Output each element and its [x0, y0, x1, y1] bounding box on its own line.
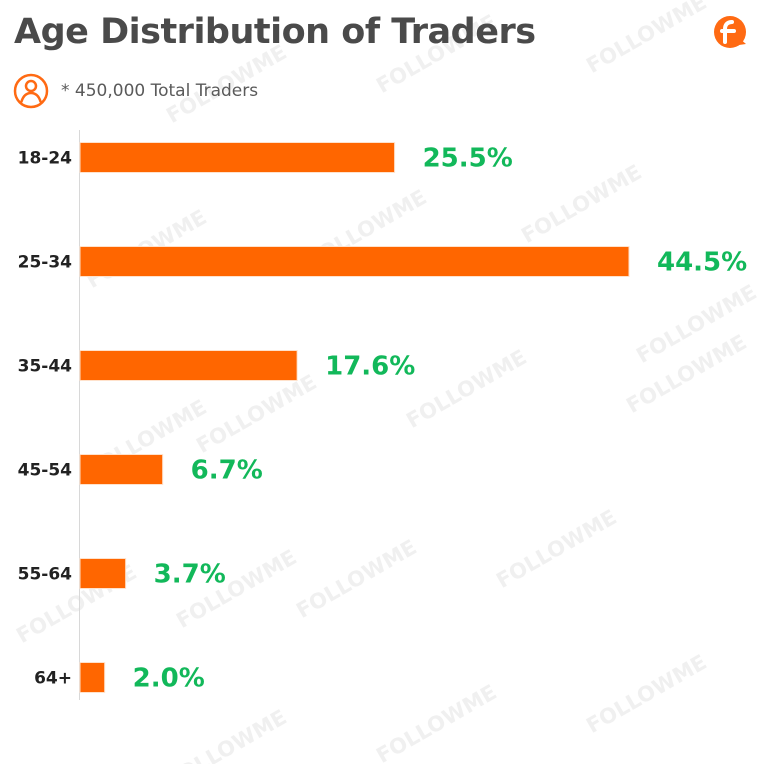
user-circle-icon [13, 73, 49, 109]
chart-title: Age Distribution of Traders [14, 12, 536, 52]
value-label: 3.7% [154, 560, 226, 590]
bar-35-44 [79, 350, 298, 381]
category-label: 35-44 [18, 357, 73, 377]
watermark-text: FOLLOWME [372, 680, 500, 764]
watermark-text: FOLLOWME [492, 505, 620, 593]
value-label: 6.7% [191, 456, 263, 486]
bar-64+ [79, 662, 106, 693]
watermark-text: FOLLOWME [292, 535, 420, 623]
value-label: 44.5% [657, 248, 747, 278]
bar-25-34 [79, 246, 630, 277]
bar-45-54 [79, 454, 164, 485]
watermark-text: FOLLOWME [582, 650, 710, 738]
bar-18-24 [79, 142, 396, 173]
plot-layer: 18-24 25.5% 25-34 44.5% 35-44 17.6% 45-54 6.7% 5… [18, 130, 747, 700]
bar-55-64 [79, 558, 127, 589]
value-label: 25.5% [423, 144, 513, 174]
watermark-layer: FOLLOWME FOLLOWME FOLLOWME FOLLOWME FOLLOWME… [12, 0, 760, 764]
subtitle-row: * 450,000 Total Traders [13, 73, 258, 109]
watermark-text: FOLLOWME [192, 370, 320, 458]
followme-logo-icon [714, 16, 746, 48]
watermark-text: FOLLOWME [582, 0, 710, 78]
watermark-text: FOLLOWME [517, 160, 645, 248]
value-label: 2.0% [133, 664, 205, 694]
category-label: 45-54 [18, 461, 73, 481]
category-label: 18-24 [18, 149, 73, 169]
watermark-text: FOLLOWME [402, 345, 530, 433]
category-label: 25-34 [18, 253, 73, 273]
value-label: 17.6% [325, 352, 415, 382]
category-label: 55-64 [18, 565, 73, 585]
watermark-text: FOLLOWME [162, 705, 290, 764]
chart-subtitle: * 450,000 Total Traders [61, 80, 259, 101]
category-label: 64+ [34, 669, 72, 689]
